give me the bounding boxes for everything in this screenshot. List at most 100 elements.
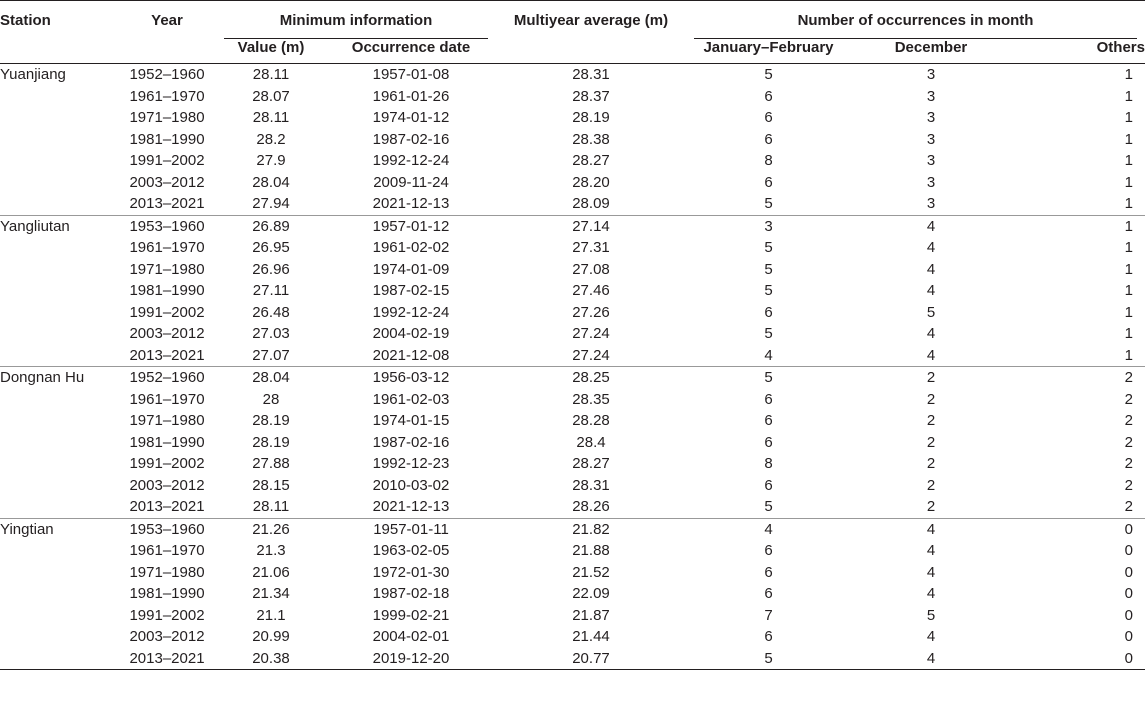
cell-station: [0, 150, 118, 172]
cell-station: [0, 432, 118, 454]
header-jan-feb: January–February: [686, 39, 851, 64]
cell-others: 1: [1124, 325, 1133, 342]
table-row: 2003–2012 28.04 2009-11-24 28.20 6 3 1: [0, 172, 1145, 194]
cell-others: 2: [1011, 496, 1145, 519]
cell-december: 2: [926, 433, 936, 451]
table-row: 2003–2012 28.15 2010-03-02 28.31 6 2 2: [0, 475, 1145, 497]
cell-value: 21.34: [252, 585, 290, 602]
cell-december: 2: [851, 496, 1011, 519]
cell-value: 27.07: [216, 344, 326, 367]
cell-multiyear-average: 28.27: [572, 455, 610, 472]
header-station: Station: [0, 0, 118, 39]
cell-station: [0, 237, 118, 259]
cell-december: 4: [926, 585, 936, 602]
cell-year: 1981–1990: [129, 130, 205, 148]
cell-year: 2013–2021: [118, 647, 216, 670]
cell-station: [0, 86, 118, 108]
cell-value: 21.06: [252, 563, 290, 581]
cell-value: 26.95: [252, 239, 290, 256]
cell-others: 1: [1124, 260, 1133, 278]
cell-december: 5: [926, 303, 936, 321]
cell-others: 0: [1124, 520, 1133, 538]
cell-year: 1961–1970: [129, 542, 205, 559]
cell-others: 1: [1124, 87, 1133, 105]
cell-december: 3: [926, 87, 936, 105]
table-row: 1961–1970 21.3 1963-02-05 21.88 6 4 0: [0, 540, 1145, 562]
station-group: Dongnan Hu 1952–1960 28.04 1956-03-12 28.25 5…: [0, 367, 1145, 519]
cell-occurrence-date: 2010-03-02: [372, 476, 450, 494]
cell-jan-feb: 5: [686, 496, 851, 519]
cell-jan-feb: 6: [764, 303, 773, 321]
cell-december: 4: [851, 344, 1011, 367]
cell-multiyear-average: 28.20: [572, 173, 610, 191]
cell-jan-feb: 6: [764, 130, 773, 148]
cell-occurrence-date: 1987-02-18: [372, 585, 450, 602]
cell-multiyear-average: 28.35: [572, 390, 610, 408]
cell-value: 28.04: [252, 173, 290, 191]
header-others: Others: [1011, 39, 1145, 64]
cell-station: Yuanjiang: [0, 66, 66, 83]
cell-jan-feb: 5: [764, 260, 773, 278]
cell-value: 27.03: [252, 325, 290, 342]
cell-multiyear-average: 28.09: [496, 193, 686, 216]
cell-jan-feb: 5: [686, 193, 851, 216]
cell-jan-feb: 5: [686, 647, 851, 670]
cell-multiyear-average: 27.08: [572, 260, 610, 278]
cell-value: 21.26: [252, 520, 290, 538]
cell-year: 1952–1960: [129, 369, 205, 386]
table-row: 1971–1980 28.19 1974-01-15 28.28 6 2 2: [0, 410, 1145, 432]
cell-multiyear-average: 22.09: [572, 585, 610, 602]
cell-occurrence-date: 1992-12-24: [372, 303, 450, 321]
cell-multiyear-average: 21.44: [572, 628, 610, 645]
cell-station: [0, 626, 118, 648]
cell-occurrence-date: 1987-02-16: [372, 130, 450, 148]
cell-value: 27.88: [252, 455, 290, 472]
cell-jan-feb: 6: [764, 476, 773, 494]
cell-jan-feb: 6: [764, 563, 773, 581]
cell-year: 2013–2021: [118, 193, 216, 216]
table-row: Yuanjiang 1952–1960 28.11 1957-01-08 28.31 5 3…: [0, 64, 1145, 86]
cell-december: 4: [926, 628, 936, 645]
cell-station: [0, 193, 118, 216]
cell-year: 1971–1980: [129, 260, 205, 278]
cell-jan-feb: 6: [764, 585, 773, 602]
table-row: 1981–1990 28.2 1987-02-16 28.38 6 3 1: [0, 129, 1145, 151]
cell-station: Yingtian: [0, 520, 54, 538]
cell-station: [0, 605, 118, 627]
cell-year: 1981–1990: [129, 282, 205, 299]
cell-others: 0: [1124, 606, 1133, 624]
cell-others: 2: [1124, 412, 1133, 429]
cell-december: 3: [926, 152, 936, 169]
table-header: Station Year Minimum information Multiye…: [0, 0, 1145, 64]
cell-multiyear-average: 27.14: [572, 217, 610, 235]
cell-december: 4: [926, 520, 936, 538]
cell-station: [0, 280, 118, 302]
cell-december: 3: [926, 173, 936, 191]
header-value: Value (m): [216, 39, 326, 64]
cell-year: 1961–1970: [129, 390, 205, 408]
table-row: Yangliutan 1953–1960 26.89 1957-01-12 27.14 3…: [0, 215, 1145, 237]
cell-year: 1953–1960: [129, 217, 205, 235]
cell-occurrence-date: 2019-12-20: [326, 647, 496, 670]
table-row: 1971–1980 21.06 1972-01-30 21.52 6 4 0: [0, 562, 1145, 584]
cell-station: Yangliutan: [0, 217, 70, 235]
cell-occurrence-date: 1974-01-15: [372, 412, 450, 429]
cell-year: 1981–1990: [129, 433, 205, 451]
cell-value: 28.2: [256, 130, 286, 148]
table-row: 2013–2021 20.38 2019-12-20 20.77 5 4 0: [0, 647, 1145, 670]
cell-jan-feb: 6: [764, 109, 773, 126]
cell-multiyear-average: 28.26: [496, 496, 686, 519]
cell-jan-feb: 8: [764, 152, 773, 169]
header-occurrence-date: Occurrence date: [326, 39, 496, 64]
water-level-table: Station Year Minimum information Multiye…: [0, 0, 1145, 670]
cell-value: 27.11: [252, 282, 290, 299]
cell-others: 2: [1124, 369, 1133, 386]
table-row: 1961–1970 28 1961-02-03 28.35 6 2 2: [0, 389, 1145, 411]
cell-value: 26.48: [252, 303, 290, 321]
cell-occurrence-date: 1957-01-08: [372, 66, 450, 83]
cell-multiyear-average: 28.37: [572, 87, 610, 105]
cell-december: 2: [926, 412, 936, 429]
cell-station: [0, 302, 118, 324]
cell-others: 2: [1124, 433, 1133, 451]
cell-value: 21.3: [256, 542, 286, 559]
